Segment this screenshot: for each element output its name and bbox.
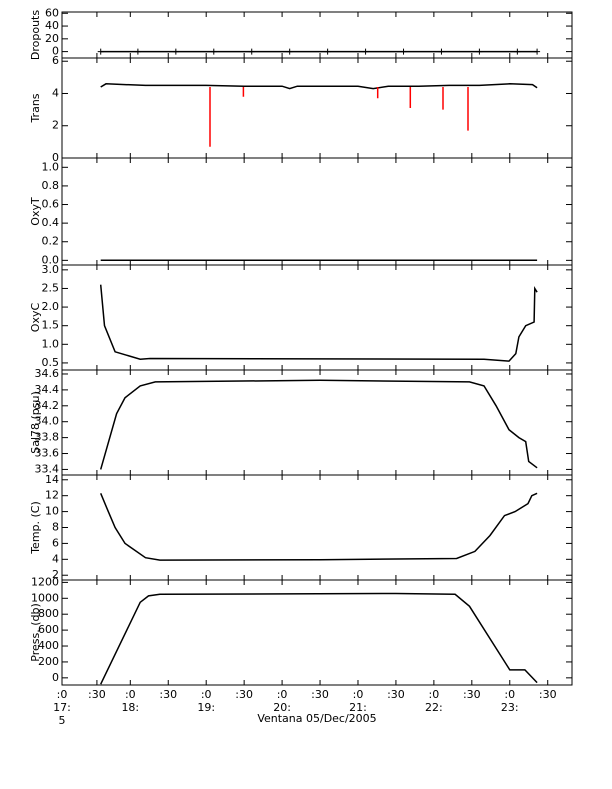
x-tick-label: :0 xyxy=(277,688,288,701)
y-tick-label: 4 xyxy=(52,86,59,99)
y-tick-label: 33.6 xyxy=(35,447,60,460)
x-tick-label: :30 xyxy=(88,688,106,701)
data-line xyxy=(100,83,538,90)
y-tick-label: 2 xyxy=(52,119,59,132)
y-axis-label: Sal78 (psu) xyxy=(29,391,42,454)
y-tick-label: 0.6 xyxy=(42,198,60,211)
y-tick-label: 40 xyxy=(45,19,59,32)
y-tick-label: 33.4 xyxy=(35,462,60,475)
y-tick-label: 1.0 xyxy=(42,160,60,173)
x-tick-label: :0 xyxy=(57,688,68,701)
y-tick-label: 6 xyxy=(52,54,59,67)
y-axis-label: Press. (db) xyxy=(29,603,42,662)
panel-frame xyxy=(61,369,573,476)
y-tick-label: 0.4 xyxy=(42,216,60,229)
data-line xyxy=(100,492,538,561)
y-tick-label: 0.8 xyxy=(42,179,60,192)
y-tick-label: 2.5 xyxy=(42,281,60,294)
y-tick-label: 0.2 xyxy=(42,235,60,248)
y-tick-label: 34.0 xyxy=(35,415,60,428)
x-axis-label: Ventana 05/Dec/2005 xyxy=(257,712,376,725)
y-tick-label: 60 xyxy=(45,6,59,19)
data-marker xyxy=(400,48,407,55)
y-tick-label: 10 xyxy=(45,505,59,518)
y-tick-label: 3.0 xyxy=(42,263,60,276)
y-axis-label: OxyC xyxy=(29,303,42,333)
x-tick-label: :30 xyxy=(311,688,329,701)
data-marker xyxy=(286,48,293,55)
x-hour-label: 19: xyxy=(197,701,215,714)
data-marker xyxy=(534,48,541,55)
data-marker xyxy=(97,48,104,55)
data-marker xyxy=(134,48,141,55)
x-hour-label: 17: xyxy=(53,701,71,714)
y-tick-label: 200 xyxy=(38,655,59,668)
y-tick-label: 1.0 xyxy=(42,337,60,350)
y-tick-label: 2 xyxy=(52,568,59,581)
y-tick-label: 0.5 xyxy=(42,356,60,369)
x-tick-label: :0 xyxy=(201,688,212,701)
y-tick-label: 14 xyxy=(45,473,59,486)
y-axis-label: Temp. (C) xyxy=(29,501,42,555)
y-axis-label: OxyT xyxy=(29,197,42,226)
data-line xyxy=(100,592,538,685)
data-marker xyxy=(476,48,483,55)
x-hour-label: 21: xyxy=(349,701,367,714)
y-tick-label: 800 xyxy=(38,607,59,620)
data-marker xyxy=(324,48,331,55)
y-tick-label: 1000 xyxy=(31,591,59,604)
y-tick-label: 20 xyxy=(45,32,59,45)
x-hour-label: 22: xyxy=(425,701,443,714)
y-tick-label: 8 xyxy=(52,521,59,534)
data-marker xyxy=(438,48,445,55)
data-line xyxy=(209,87,469,147)
y-tick-label: 0 xyxy=(52,45,59,58)
x-tick-label: :0 xyxy=(125,688,136,701)
panel-frame xyxy=(61,57,573,159)
y-tick-label: 33.8 xyxy=(35,431,60,444)
y-tick-label: 0 xyxy=(52,671,59,684)
data-marker xyxy=(514,48,521,55)
y-tick-label: 34.6 xyxy=(35,367,60,380)
x-hour-label: 18: xyxy=(121,701,139,714)
x-tick-label: :0 xyxy=(504,688,515,701)
y-tick-label: 2.0 xyxy=(42,300,60,313)
y-axis-label: Dropouts xyxy=(29,10,42,60)
y-tick-label: 6 xyxy=(52,536,59,549)
data-marker xyxy=(248,48,255,55)
x-tick-label: :30 xyxy=(387,688,405,701)
data-marker xyxy=(362,48,369,55)
x-tick-label: :30 xyxy=(539,688,557,701)
data-marker xyxy=(172,48,179,55)
y-tick-label: 4 xyxy=(52,552,59,565)
data-line xyxy=(99,379,538,470)
panel-frame xyxy=(61,157,573,266)
y-tick-label: 0 xyxy=(52,151,59,164)
y-tick-label: 1200 xyxy=(31,575,59,588)
x-tick-label: :0 xyxy=(353,688,364,701)
x-tick-label: :30 xyxy=(463,688,481,701)
y-tick-label: 0.0 xyxy=(42,253,60,266)
y-tick-label: 12 xyxy=(45,489,59,502)
y-tick-label: 1.5 xyxy=(42,319,60,332)
y-axis-label: Trans xyxy=(29,93,42,123)
x-sub-label: 5 xyxy=(59,714,66,727)
x-tick-label: :30 xyxy=(235,688,253,701)
y-tick-label: 400 xyxy=(38,639,59,652)
panel-frame xyxy=(61,579,573,686)
x-tick-label: :0 xyxy=(429,688,440,701)
x-hour-label: 23: xyxy=(501,701,519,714)
data-line xyxy=(99,284,538,362)
x-hour-label: 20: xyxy=(273,701,291,714)
x-tick-label: :30 xyxy=(159,688,177,701)
y-tick-label: 34.2 xyxy=(35,399,60,412)
y-tick-label: 34.4 xyxy=(35,383,60,396)
panel-frame xyxy=(61,264,573,371)
y-tick-label: 600 xyxy=(38,623,59,636)
data-marker xyxy=(210,48,217,55)
